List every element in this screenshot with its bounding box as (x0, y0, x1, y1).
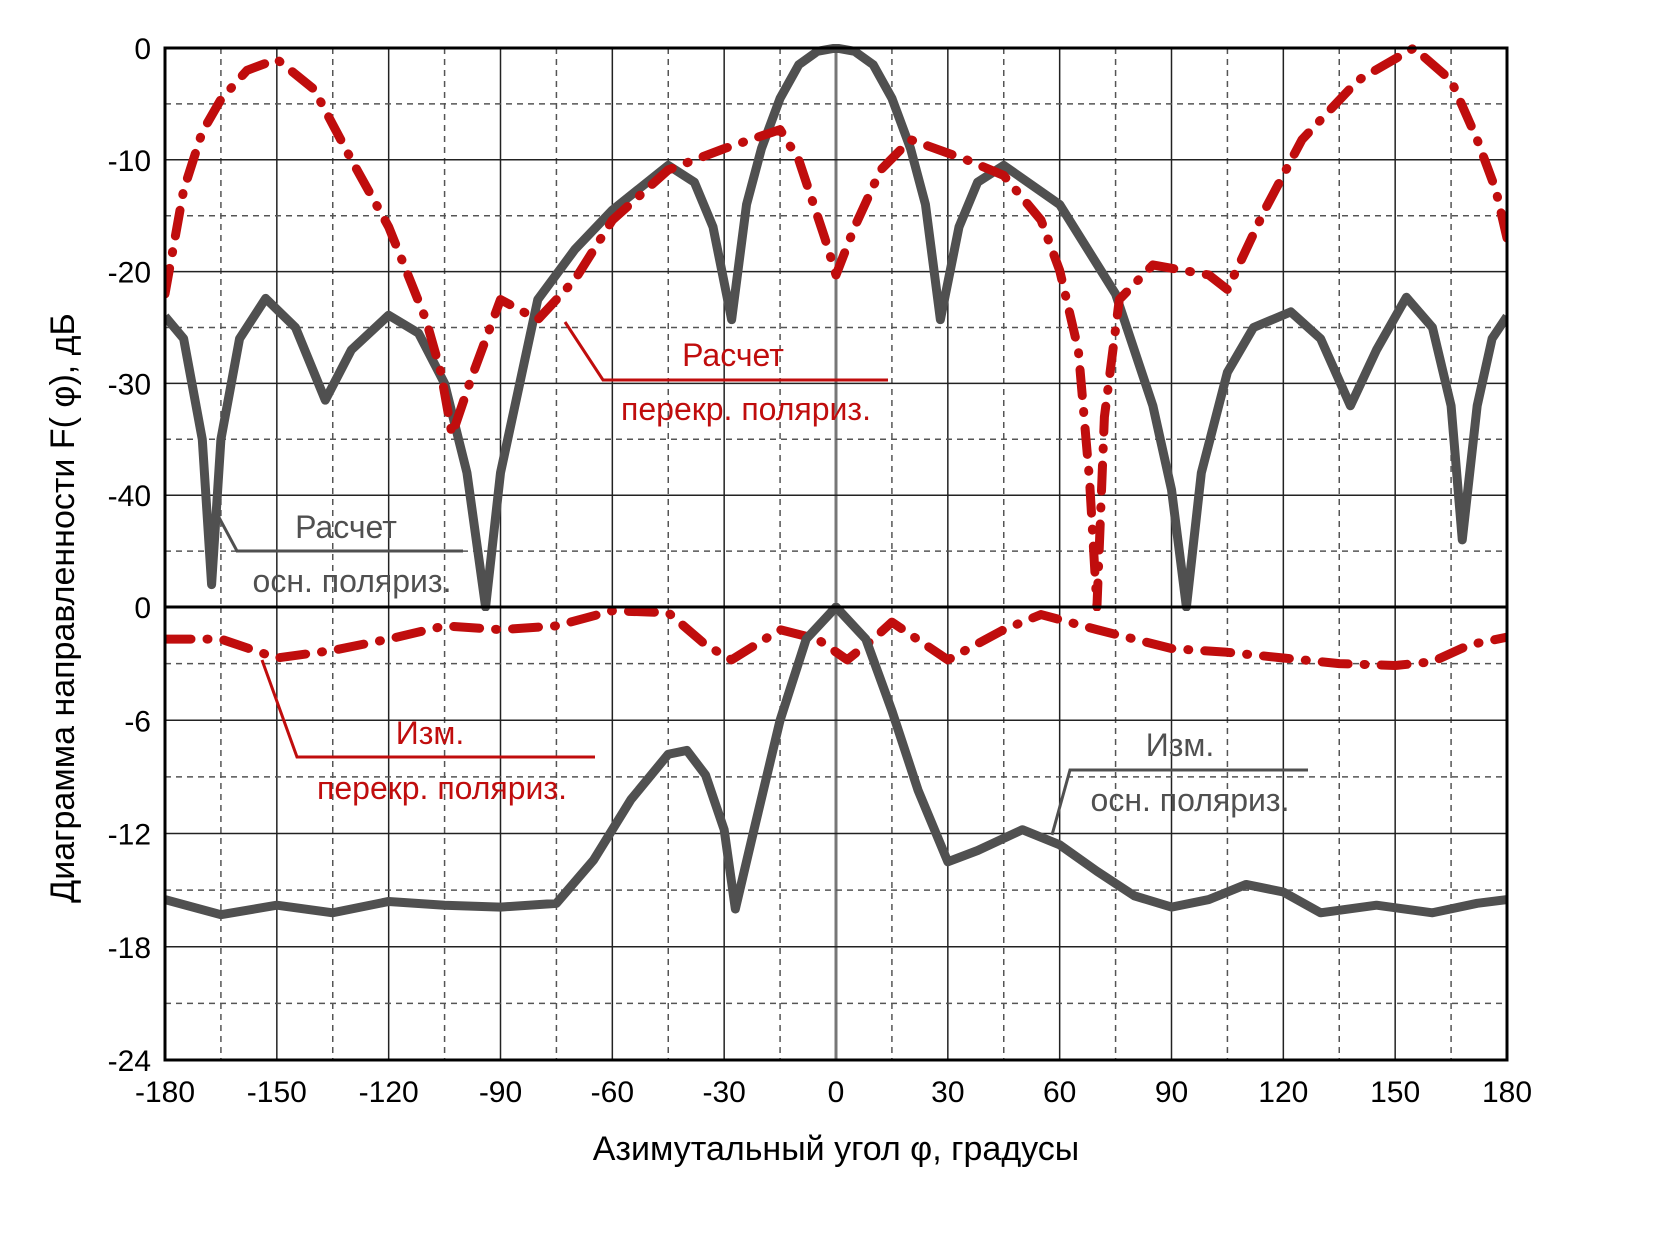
panel-border (163, 605, 1509, 1062)
annotation-calc-main: Расчет осн. поляриз. (213, 509, 463, 599)
annotation-line2: перекр. поляриз. (621, 391, 871, 427)
annotation-meas-main: Изм. осн. поляриз. (1050, 727, 1308, 836)
x-tick-label: -60 (591, 1076, 634, 1109)
x-axis-label: Азимутальный угол φ, градусы (593, 1130, 1079, 1168)
y-tick-label: -30 (108, 368, 151, 401)
plot-frame (163, 46, 1509, 1062)
y-axis-label: Диаграмма направленности F( φ), дБ (44, 313, 82, 903)
x-tick-label: -120 (359, 1076, 419, 1109)
y-tick-label: -40 (108, 480, 151, 513)
x-tick-label: -150 (247, 1076, 307, 1109)
x-tick-label: -180 (135, 1076, 195, 1109)
y-tick-label: -6 (124, 705, 151, 738)
x-tick-label: 120 (1258, 1076, 1308, 1109)
annotation-line2: осн. поляриз. (1091, 782, 1290, 818)
y-tick-label: -24 (108, 1045, 151, 1078)
annotation-line1: Изм. (396, 715, 465, 751)
x-tick-label: -90 (479, 1076, 522, 1109)
annotation-meas-cross: Изм. перекр. поляриз. (260, 659, 595, 806)
annotation-calc-cross: Расчет перекр. поляриз. (563, 321, 888, 427)
leader-line (213, 509, 463, 553)
y-tick-label: -18 (108, 932, 151, 965)
annotation-line1: Расчет (682, 337, 784, 373)
annotation-line2: перекр. поляриз. (317, 770, 567, 806)
leader-line (563, 321, 888, 382)
x-tick-label: 150 (1370, 1076, 1420, 1109)
x-tick-label: 60 (1043, 1076, 1076, 1109)
tick-labels: 0 -10 -20 -30 -40 0 -6 -12 -18 -24-180 -150 -120 -90… (108, 33, 1532, 1109)
series-line (165, 44, 1507, 611)
y-tick-label: -20 (108, 257, 151, 290)
y-tick-label: -12 (108, 819, 151, 852)
y-tick-label: 0 (134, 592, 151, 625)
x-tick-label: -30 (702, 1076, 745, 1109)
leader-line (260, 659, 595, 759)
annotation-line1: Изм. (1146, 727, 1215, 763)
series-line (165, 606, 1507, 671)
y-tick-label: -10 (108, 145, 151, 178)
annotation-line1: Расчет (295, 509, 397, 545)
x-tick-label: 30 (931, 1076, 964, 1109)
leader-line (1050, 768, 1308, 836)
x-tick-label: 90 (1155, 1076, 1188, 1109)
x-tick-label: 180 (1482, 1076, 1532, 1109)
x-tick-label: 0 (828, 1076, 845, 1109)
annotation-line2: осн. поляриз. (253, 563, 452, 599)
y-tick-label: 0 (134, 33, 151, 66)
